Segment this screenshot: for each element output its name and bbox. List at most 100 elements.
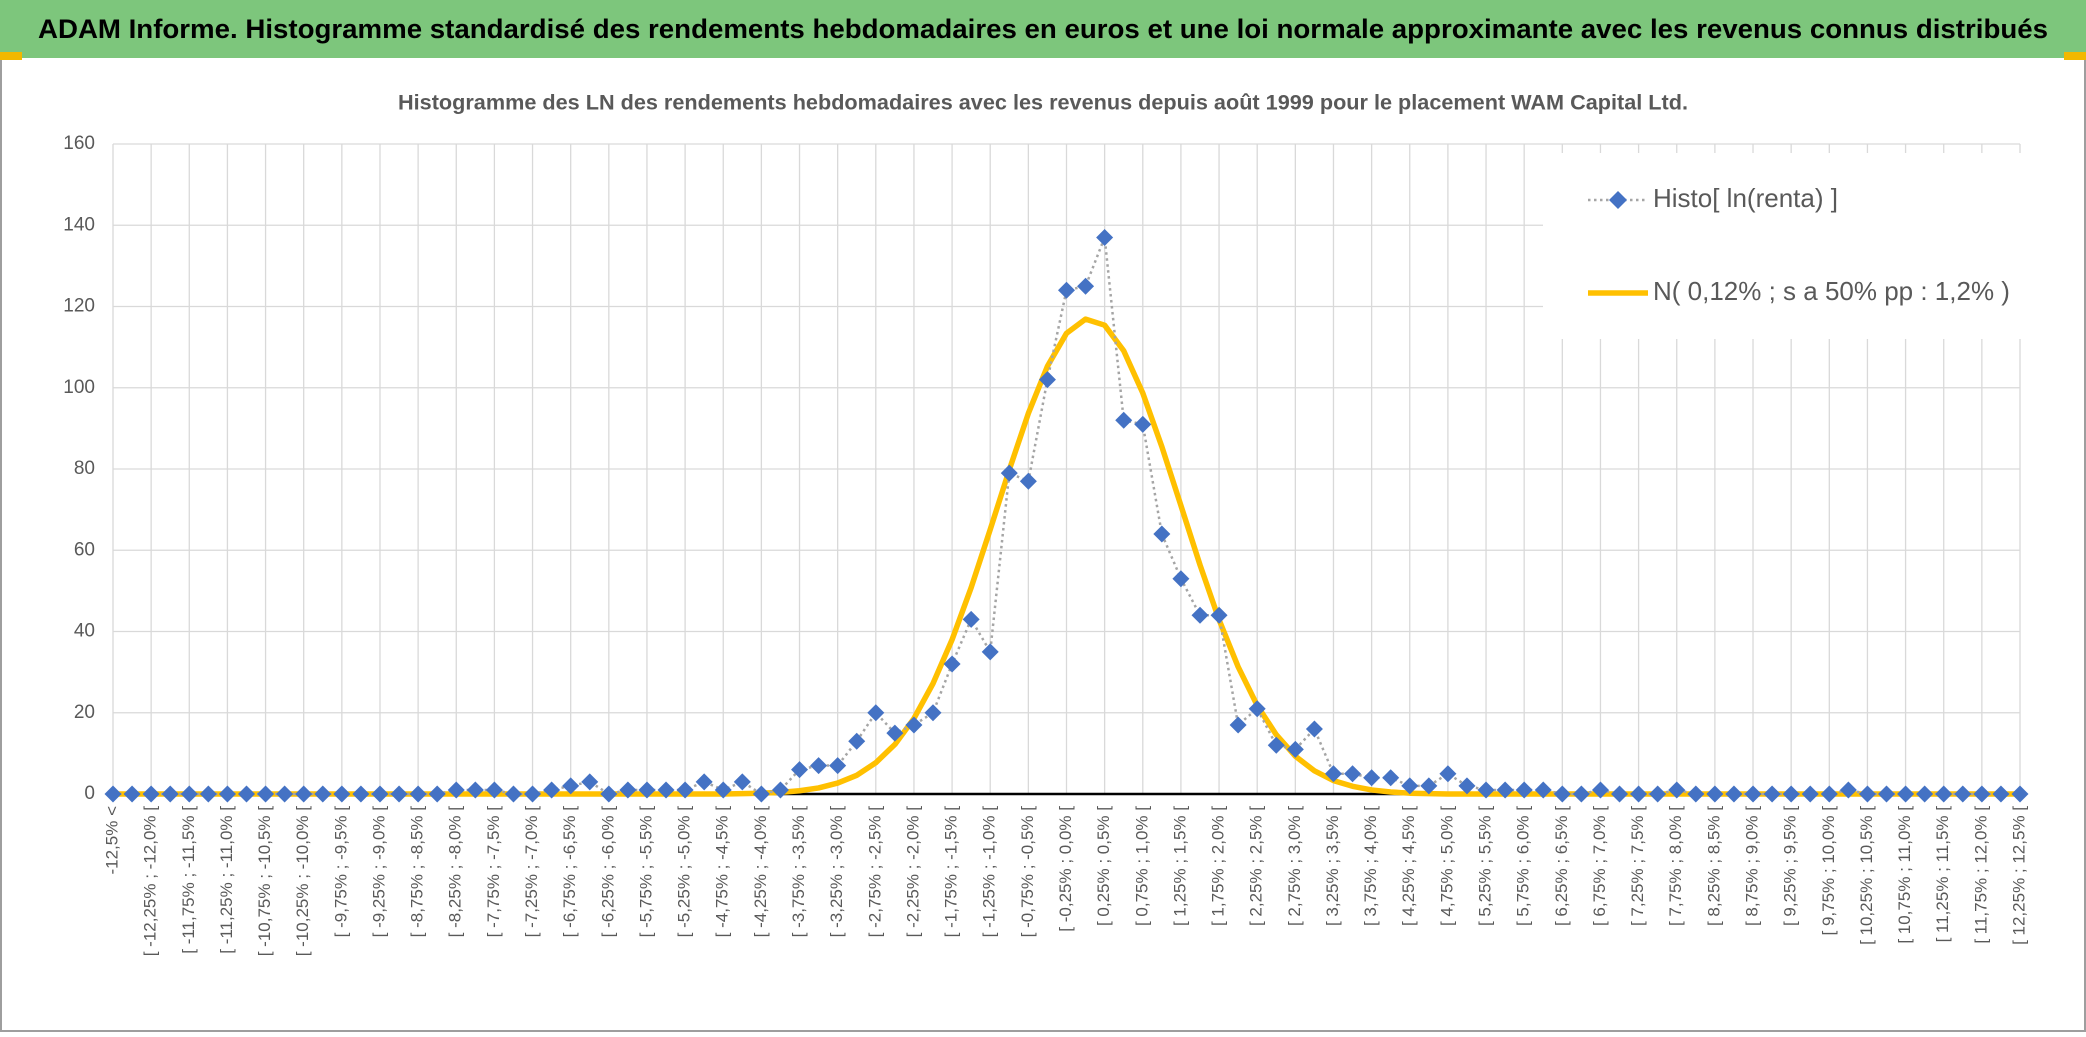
x-tick-label: [ 6,75% ; 7,0% [ xyxy=(1590,806,1609,926)
legend: Histo[ ln(renta) ] N( 0,12% ; s a 50% pp … xyxy=(1543,153,2023,339)
x-tick-label: [ -5,25% ; -5,0% [ xyxy=(675,806,694,938)
x-tick-label: [ 11,25% ; 11,5% [ xyxy=(1933,806,1952,943)
data-point xyxy=(1878,785,1896,803)
data-point xyxy=(1935,785,1953,803)
legend-box xyxy=(1543,153,2023,339)
x-tick-label: [ -9,75% ; -9,5% [ xyxy=(331,806,350,938)
x-tick-label: [ -6,25% ; -6,0% [ xyxy=(598,806,617,938)
data-point xyxy=(2011,785,2029,803)
data-point xyxy=(1401,777,1419,795)
data-point xyxy=(180,785,198,803)
x-tick-label: [ 7,25% ; 7,5% [ xyxy=(1628,806,1647,926)
data-point xyxy=(352,785,370,803)
data-point xyxy=(924,704,942,722)
x-tick-label: [ 5,25% ; 5,5% [ xyxy=(1476,806,1495,926)
x-tick-label: [ -8,25% ; -8,0% [ xyxy=(446,806,465,938)
x-tick-label: [ -3,75% ; -3,5% [ xyxy=(789,806,808,938)
x-tick-label: [ 1,75% ; 2,0% [ xyxy=(1209,806,1228,926)
data-point xyxy=(1744,785,1762,803)
x-tick-label: [ -12,25% ; -12,0% [ xyxy=(141,806,160,957)
data-point xyxy=(199,785,217,803)
x-tick-label: [ 0,25% ; 0,5% [ xyxy=(1094,806,1113,926)
x-tick-label: [ 4,75% ; 5,0% [ xyxy=(1437,806,1456,926)
data-point xyxy=(390,785,408,803)
x-tick-label: [ 4,25% ; 4,5% [ xyxy=(1399,806,1418,926)
data-point xyxy=(1725,785,1743,803)
data-point xyxy=(943,655,961,673)
x-tick-label: [ 3,75% ; 4,0% [ xyxy=(1361,806,1380,926)
data-point xyxy=(218,785,236,803)
data-point xyxy=(524,785,542,803)
data-point xyxy=(810,757,828,775)
data-point xyxy=(1477,781,1495,799)
data-point xyxy=(104,785,122,803)
x-tick-label: [ 7,75% ; 8,0% [ xyxy=(1666,806,1685,926)
data-point xyxy=(1096,228,1114,246)
data-point xyxy=(600,785,618,803)
data-point xyxy=(1305,720,1323,738)
x-tick-label: [ -1,25% ; -1,0% [ xyxy=(980,806,999,938)
data-point xyxy=(257,785,275,803)
data-point xyxy=(314,785,332,803)
x-tick-label: [ 6,25% ; 6,5% [ xyxy=(1552,806,1571,926)
data-point xyxy=(1591,781,1609,799)
data-point xyxy=(1858,785,1876,803)
x-tick-label: [ 8,75% ; 9,0% [ xyxy=(1743,806,1762,926)
x-tick-label: [ -3,25% ; -3,0% [ xyxy=(827,806,846,938)
data-point xyxy=(867,704,885,722)
header-accent-right xyxy=(2064,52,2086,60)
data-point xyxy=(771,781,789,799)
data-point xyxy=(1458,777,1476,795)
data-point xyxy=(1611,785,1629,803)
data-point xyxy=(791,761,809,779)
data-point xyxy=(1706,785,1724,803)
data-point xyxy=(1897,785,1915,803)
data-point xyxy=(1286,740,1304,758)
legend-marker xyxy=(1609,191,1627,209)
y-tick-label: 120 xyxy=(63,296,95,317)
data-point xyxy=(1134,415,1152,433)
header-band xyxy=(0,0,2086,58)
y-tick-label: 0 xyxy=(84,783,95,804)
y-tick-label: 80 xyxy=(74,458,95,479)
data-point xyxy=(428,785,446,803)
grid xyxy=(112,143,2021,795)
data-point xyxy=(466,781,484,799)
data-point xyxy=(1630,785,1648,803)
data-point xyxy=(886,724,904,742)
data-point xyxy=(1153,525,1171,543)
data-point xyxy=(848,732,866,750)
data-point xyxy=(1992,785,2010,803)
legend-label: N( 0,12% ; s a 50% pp : 1,2% ) xyxy=(1653,276,2010,306)
x-tick-label: [ -9,25% ; -9,0% [ xyxy=(369,806,388,938)
data-point xyxy=(752,785,770,803)
data-point xyxy=(142,785,160,803)
data-point xyxy=(1382,769,1400,787)
data-point xyxy=(1229,716,1247,734)
data-point xyxy=(905,716,923,734)
data-point xyxy=(1248,700,1266,718)
plot xyxy=(104,228,2029,803)
data-point xyxy=(1801,785,1819,803)
data-point xyxy=(829,757,847,775)
y-tick-label: 140 xyxy=(63,214,95,235)
data-point xyxy=(1649,785,1667,803)
data-point xyxy=(1973,785,1991,803)
data-point xyxy=(1496,781,1514,799)
data-point xyxy=(1572,785,1590,803)
data-point xyxy=(1191,606,1209,624)
data-point xyxy=(562,777,580,795)
x-tick-label: [ 2,75% ; 3,0% [ xyxy=(1285,806,1304,926)
data-point xyxy=(276,785,294,803)
data-point xyxy=(123,785,141,803)
x-tick-label: [ 9,75% ; 10,0% [ xyxy=(1819,806,1838,936)
x-tick-label: [ 0,75% ; 1,0% [ xyxy=(1132,806,1151,926)
data-point xyxy=(161,785,179,803)
data-point xyxy=(619,781,637,799)
data-point xyxy=(714,781,732,799)
x-tick-label: [ -2,25% ; -2,0% [ xyxy=(903,806,922,938)
x-tick-label: [ -11,25% ; -11,0% [ xyxy=(217,806,236,954)
data-point xyxy=(295,785,313,803)
data-point xyxy=(676,781,694,799)
data-point xyxy=(1267,736,1285,754)
